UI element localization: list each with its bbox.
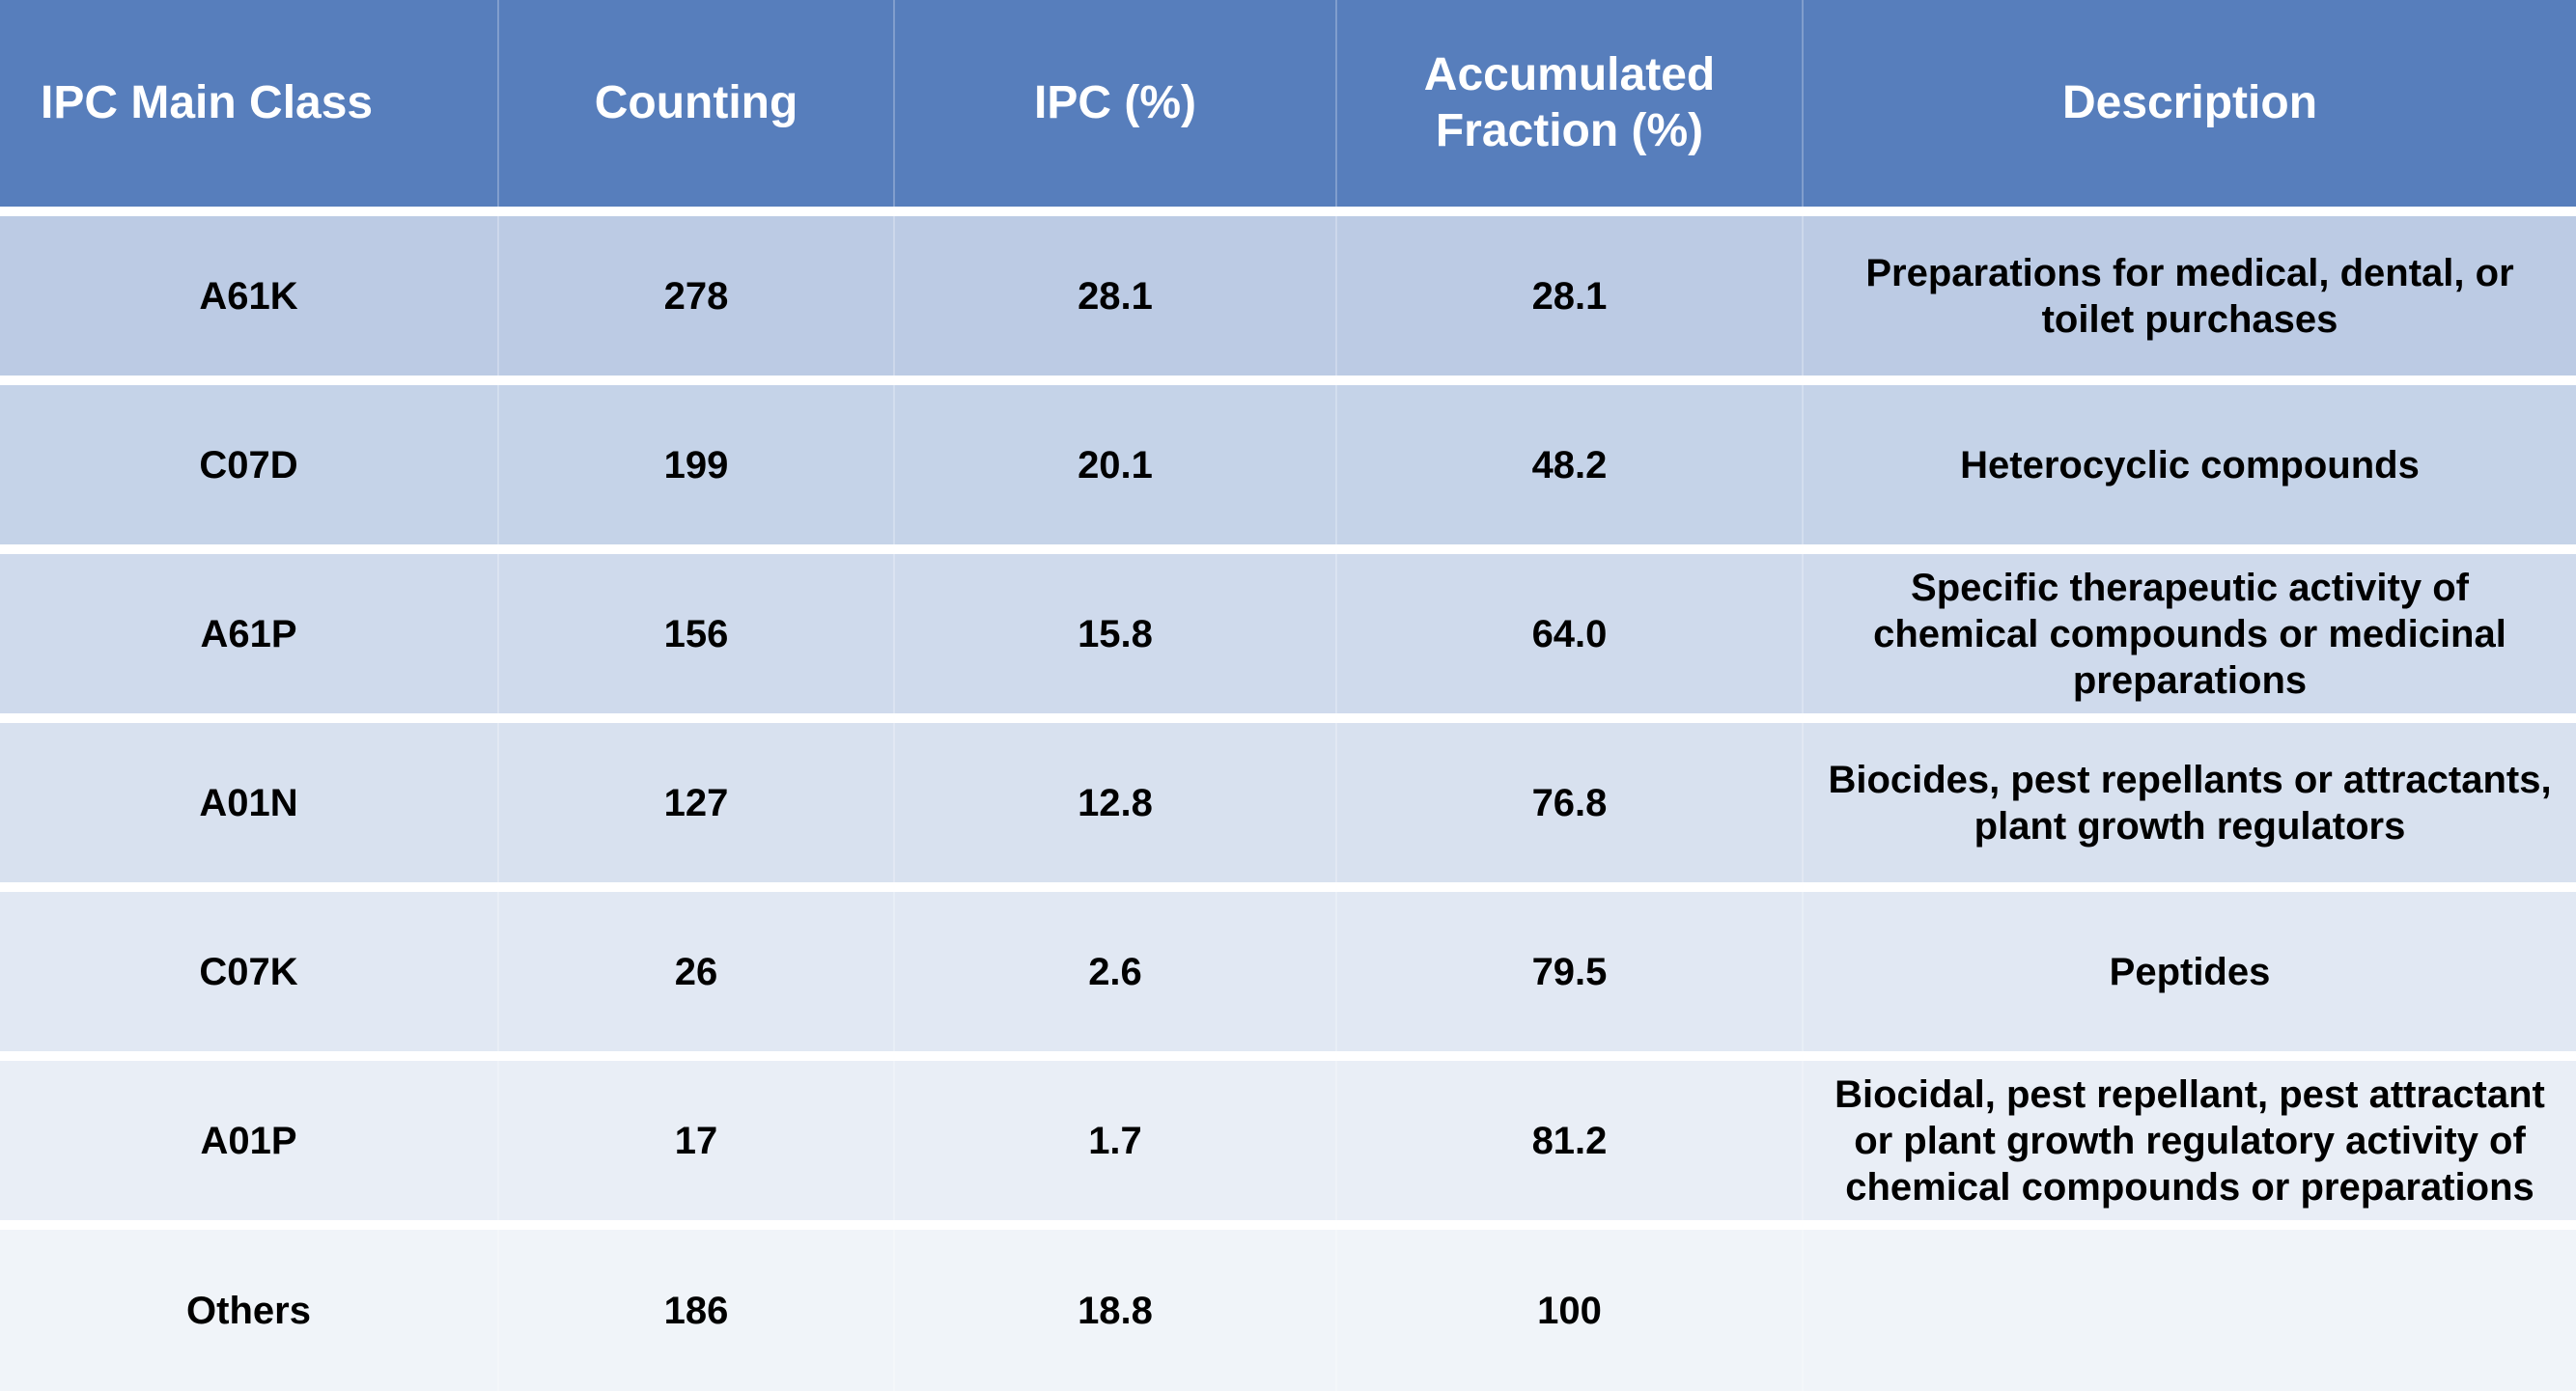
table-cell: 278 [499, 216, 895, 376]
table-cell: 100 [1337, 1230, 1804, 1391]
table-cell: Biocidal, pest repellant, pest attractan… [1804, 1061, 2576, 1220]
header-cell: IPC Main Class [0, 0, 499, 207]
empty-cell [1804, 1230, 2576, 1391]
table-cell: A61K [0, 216, 499, 376]
table-cell: 1.7 [895, 1061, 1337, 1220]
table-cell: C07D [0, 385, 499, 544]
table-cell: 127 [499, 723, 895, 882]
table-cell: 48.2 [1337, 385, 1804, 544]
header-cell: IPC (%) [895, 0, 1337, 207]
table-cell: 17 [499, 1061, 895, 1220]
header-cell: Description [1804, 0, 2576, 207]
table-cell: 2.6 [895, 892, 1337, 1051]
table-cell: A01P [0, 1061, 499, 1220]
table-cell: Preparations for medical, dental, or toi… [1804, 216, 2576, 376]
table-cell: Heterocyclic compounds [1804, 385, 2576, 544]
table-cell: A61P [0, 554, 499, 713]
table-cell: Peptides [1804, 892, 2576, 1051]
table-cell: 186 [499, 1230, 895, 1391]
table-cell: 20.1 [895, 385, 1337, 544]
table-cell: 28.1 [1337, 216, 1804, 376]
table-cell: Others [0, 1230, 499, 1391]
table-cell: A01N [0, 723, 499, 882]
header-cell: Counting [499, 0, 895, 207]
table-cell: 28.1 [895, 216, 1337, 376]
table-cell: 18.8 [895, 1230, 1337, 1391]
table-cell: 64.0 [1337, 554, 1804, 713]
table-cell: C07K [0, 892, 499, 1051]
table-cell: Biocides, pest repellants or attractants… [1804, 723, 2576, 882]
header-cell: Accumulated Fraction (%) [1337, 0, 1804, 207]
table-cell: 156 [499, 554, 895, 713]
table-cell: 79.5 [1337, 892, 1804, 1051]
table-cell: 15.8 [895, 554, 1337, 713]
table-cell: 26 [499, 892, 895, 1051]
table-cell: 81.2 [1337, 1061, 1804, 1220]
table-cell: 199 [499, 385, 895, 544]
table-cell: 76.8 [1337, 723, 1804, 882]
table-cell: 12.8 [895, 723, 1337, 882]
table-cell: Specific therapeutic activity of chemica… [1804, 554, 2576, 713]
